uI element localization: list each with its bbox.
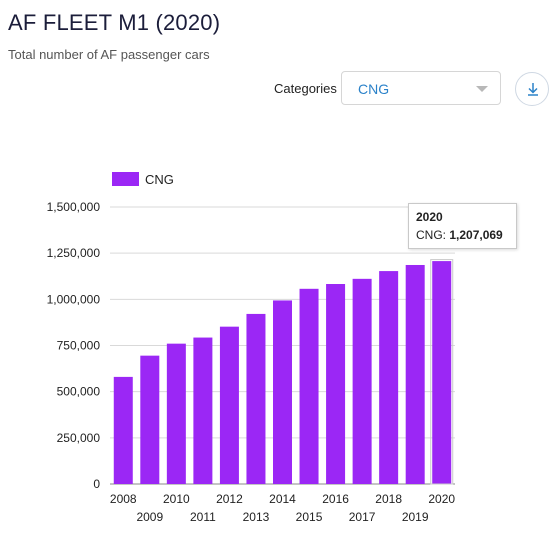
x-tick-label: 2014: [269, 492, 296, 506]
chart-tooltip: 2020 CNG: 1,207,069: [408, 203, 517, 249]
x-tick-label: 2018: [375, 492, 402, 506]
x-tick-label: 2019: [402, 510, 429, 524]
y-tick-label: 250,000: [57, 431, 101, 445]
tooltip-value: 1,207,069: [449, 228, 503, 242]
bar: [273, 300, 292, 484]
bar: [432, 261, 452, 484]
download-button[interactable]: [515, 72, 549, 106]
x-tick-label: 2020: [428, 492, 455, 506]
y-tick-label: 750,000: [57, 339, 101, 353]
download-icon: [528, 83, 538, 96]
bar: [379, 271, 399, 484]
x-tick-label: 2017: [349, 510, 376, 524]
legend-label: CNG: [145, 172, 174, 187]
page-title: AF FLEET M1 (2020): [8, 10, 221, 35]
x-tick-label: 2015: [296, 510, 323, 524]
x-tick-label: 2011: [190, 510, 216, 524]
x-tick-label: 2009: [136, 510, 163, 524]
bar: [166, 343, 186, 484]
y-tick-label: 500,000: [57, 385, 101, 399]
bar: [113, 376, 133, 484]
page-subtitle: Total number of AF passenger cars: [8, 47, 210, 62]
bar: [193, 337, 213, 484]
bar: [140, 355, 160, 484]
y-tick-label: 1,500,000: [47, 200, 101, 214]
bar-highlight: [430, 259, 454, 485]
categories-selected-value: CNG: [358, 81, 390, 97]
tooltip-year: 2020: [416, 210, 443, 224]
bar: [352, 278, 372, 484]
categories-label: Categories: [274, 81, 337, 96]
y-tick-label: 1,250,000: [47, 246, 101, 260]
tooltip-series-label: CNG:: [416, 228, 446, 242]
x-tick-label: 2013: [243, 510, 270, 524]
x-tick-label: 2008: [110, 492, 137, 506]
bar: [405, 264, 425, 484]
bar: [326, 284, 346, 484]
bar: [246, 313, 266, 484]
bar: [299, 288, 319, 484]
y-tick-label: 0: [93, 477, 100, 491]
y-tick-label: 1,000,000: [47, 292, 101, 306]
bar: [219, 326, 239, 484]
chevron-down-icon: [476, 86, 488, 92]
legend-swatch: [112, 172, 139, 186]
x-tick-label: 2016: [322, 492, 349, 506]
x-tick-label: 2012: [216, 492, 243, 506]
x-tick-label: 2010: [163, 492, 190, 506]
tooltip-line: CNG: 1,207,069: [416, 228, 509, 242]
categories-dropdown[interactable]: CNG: [341, 71, 501, 105]
